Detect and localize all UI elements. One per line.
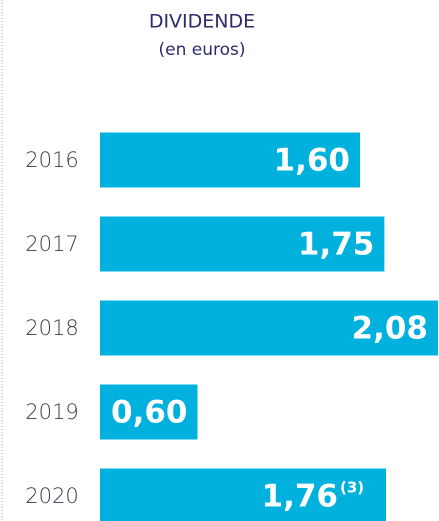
bar [100,132,360,188]
value-label: 2,08 [352,311,429,347]
bar [100,216,385,272]
bar [100,384,198,440]
bar [100,468,386,521]
chart-subtitle: (en euros) [158,40,245,60]
value-label: 0,60 [111,395,188,431]
chart-title: DIVIDENDE [149,11,255,33]
y-tick-label: 2020 [25,484,78,508]
value-label: 1,75 [298,227,375,263]
y-tick-label: 2019 [25,400,78,424]
y-tick-label: 2017 [25,232,78,256]
y-tick-label: 2016 [25,148,78,172]
footnote-mark: (3) [340,479,364,497]
bar [100,300,438,356]
value-label: 1,76 [262,479,339,515]
y-tick-label: 2018 [25,316,78,340]
value-label: 1,60 [274,143,351,179]
